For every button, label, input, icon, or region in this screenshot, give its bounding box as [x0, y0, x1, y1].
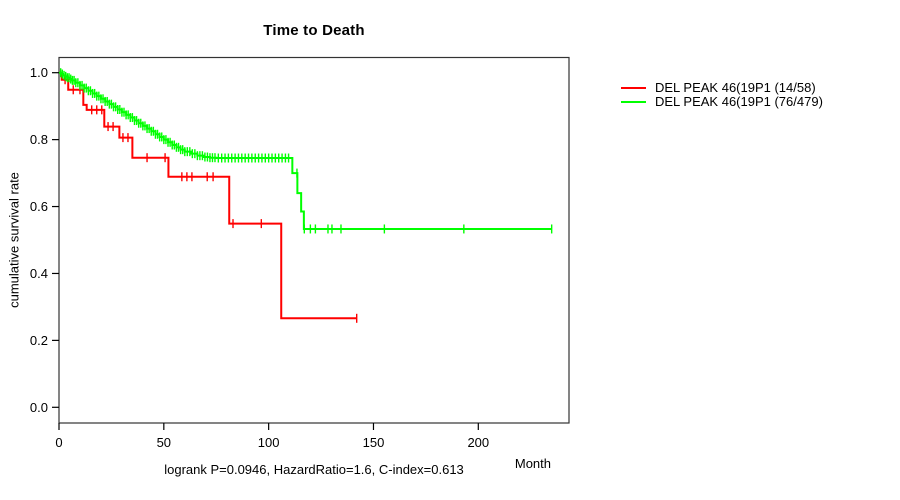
y-tick-label: 0.8	[30, 132, 48, 147]
legend-item-group2: DEL PEAK 46(19P1 (76/479)	[621, 94, 823, 109]
legend-item-group1: DEL PEAK 46(19P1 (14/58)	[621, 80, 823, 95]
statistics-caption: logrank P=0.0946, HazardRatio=1.6, C-ind…	[164, 462, 464, 477]
y-tick-label: 1.0	[30, 65, 48, 80]
plot-box	[58, 56, 570, 424]
x-tick-label: 50	[157, 435, 171, 450]
x-axis-label: Month	[514, 456, 551, 471]
legend-line-red-icon	[621, 86, 646, 89]
x-tick-label: 150	[363, 435, 385, 450]
x-tick-label: 0	[55, 435, 62, 450]
chart-title: Time to Death	[263, 22, 365, 39]
legend-line-green-icon	[621, 100, 646, 103]
y-tick-label: 0.6	[30, 199, 48, 214]
legend-label-group2: DEL PEAK 46(19P1 (76/479)	[655, 94, 823, 109]
legend: DEL PEAK 46(19P1 (14/58) DEL PEAK 46(19P…	[621, 80, 823, 109]
y-tick-label: 0.4	[30, 266, 48, 281]
y-tick-label: 0.2	[30, 333, 48, 348]
y-tick-label: 0.0	[30, 400, 48, 415]
survival-curve-red	[59, 71, 357, 320]
x-tick-label: 200	[467, 435, 489, 450]
x-tick-label: 100	[258, 435, 280, 450]
legend-label-group1: DEL PEAK 46(19P1 (14/58)	[655, 80, 816, 95]
